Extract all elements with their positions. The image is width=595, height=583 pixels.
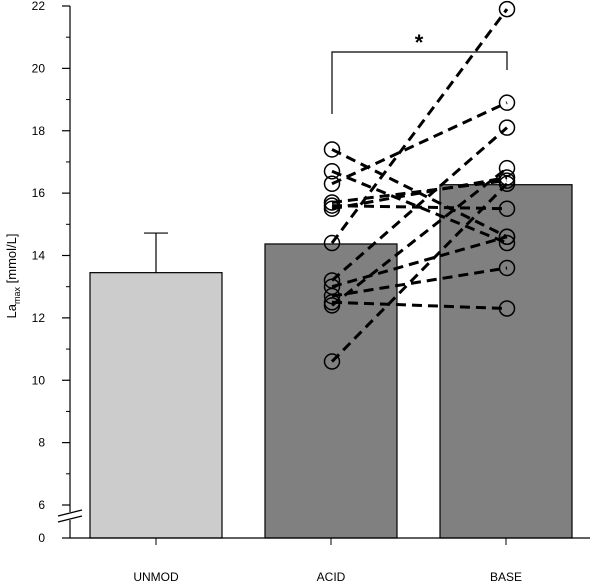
- acid-point: [323, 353, 341, 370]
- y-tick-label: 6: [38, 498, 45, 512]
- acid-point: [323, 200, 341, 217]
- paired-line: [331, 204, 508, 211]
- acid-point: [323, 163, 341, 180]
- bracket-line: [331, 51, 508, 114]
- bar-acid: [264, 243, 398, 539]
- axis-break-mark: [57, 515, 83, 523]
- base-point: [498, 234, 516, 252]
- y-tick-label: 8: [38, 436, 45, 450]
- base-point: [498, 228, 516, 246]
- y-tick-label: 0: [38, 531, 45, 545]
- category-labels: UNMOD ACID BASE: [133, 570, 522, 583]
- paired-line: [331, 126, 508, 282]
- acid-point: [323, 297, 341, 314]
- base-point: [498, 259, 516, 277]
- paired-line: [331, 179, 508, 204]
- paired-line: [331, 101, 508, 186]
- y-tick-label: 12: [32, 311, 46, 325]
- base-point: [498, 119, 516, 136]
- paired-line: [331, 266, 508, 298]
- significance-star: *: [415, 30, 424, 55]
- y-tick-label: 18: [32, 124, 46, 138]
- acid-point: [323, 141, 341, 158]
- data-points-layer: [323, 0, 516, 370]
- y-tick-label: 20: [32, 61, 46, 75]
- paired-line: [330, 8, 509, 244]
- error-bars-layer: [144, 232, 168, 273]
- base-point: [498, 169, 516, 186]
- paired-line: [331, 166, 508, 307]
- category-label-acid: ACID: [317, 570, 346, 583]
- y-tick-label: 16: [32, 186, 46, 200]
- category-label-unmod: UNMOD: [133, 570, 179, 583]
- base-point: [498, 200, 516, 217]
- base-point: [498, 0, 516, 18]
- paired-line: [330, 182, 509, 363]
- category-label-base: BASE: [490, 570, 522, 583]
- y-tick-label: 10: [32, 373, 46, 387]
- axis-break-mark: [57, 509, 83, 517]
- y-tick-label: 14: [32, 249, 46, 263]
- paired-line: [331, 300, 508, 311]
- paired-lines-layer: [330, 8, 509, 363]
- acid-point: [323, 175, 341, 193]
- acid-point: [323, 287, 341, 305]
- significance-bracket: *: [331, 30, 508, 114]
- axes-layer: 0 6 8 10 12 14 16 18 20 22: [32, 0, 590, 545]
- y-tick-label: 22: [32, 0, 46, 13]
- paired-line: [331, 235, 508, 289]
- base-point: [498, 94, 516, 111]
- paired-line: [331, 176, 508, 211]
- base-point: [498, 175, 516, 193]
- bar-unmod: [89, 272, 223, 539]
- acid-point: [323, 234, 341, 252]
- y-axis-label: Lamax [mmol/L]: [4, 234, 22, 319]
- base-point: [498, 300, 516, 317]
